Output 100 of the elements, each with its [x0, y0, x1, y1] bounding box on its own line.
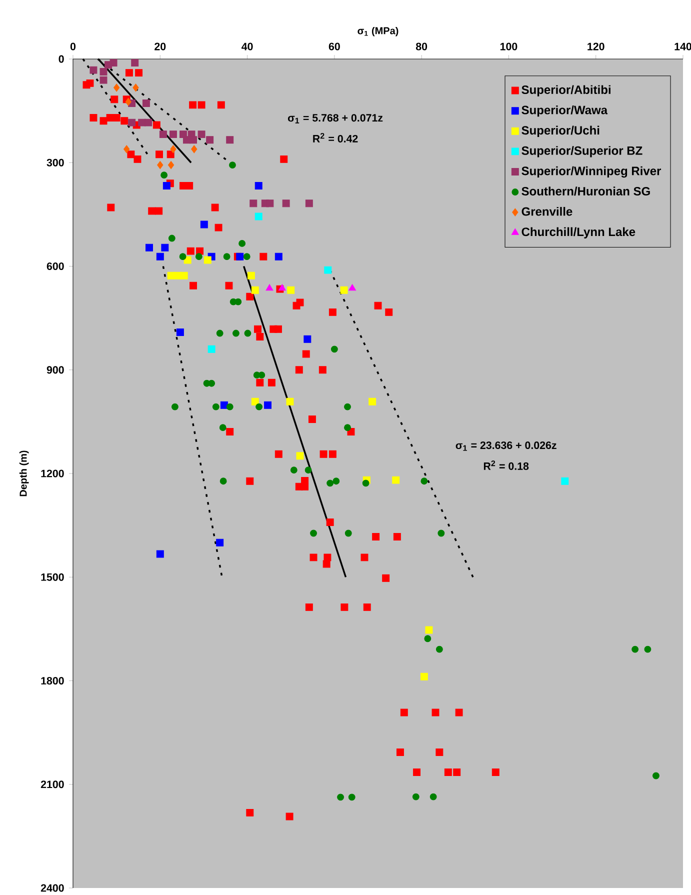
point — [392, 476, 400, 484]
point — [274, 252, 282, 260]
point — [296, 452, 304, 460]
point — [254, 212, 262, 220]
x-tick-label: 140 — [674, 42, 691, 50]
x-tick-label: 60 — [328, 42, 340, 50]
point — [132, 84, 139, 92]
annotation: σ$_{1}$ = 5.768 + 0.071z — [288, 114, 383, 124]
point — [100, 68, 108, 76]
y-tick-label: 1200 — [41, 470, 64, 478]
y-tick-label: 0 — [58, 55, 64, 63]
point — [226, 136, 234, 144]
point — [216, 330, 224, 337]
point — [170, 145, 176, 154]
legend-label: Superior/Superior BZ — [522, 146, 642, 158]
x-tick-label: 20 — [154, 42, 166, 50]
point — [157, 161, 164, 170]
point — [104, 61, 112, 69]
point — [131, 59, 139, 67]
point — [190, 136, 197, 144]
point — [179, 253, 186, 260]
point — [340, 286, 348, 294]
point — [344, 403, 351, 410]
legend-label: Grenville — [522, 206, 572, 216]
point — [436, 646, 443, 653]
point — [220, 478, 227, 485]
point — [305, 200, 313, 208]
point — [167, 272, 175, 280]
legend-label: Superior/Winnipeg River — [522, 166, 662, 178]
point — [180, 272, 188, 280]
point — [156, 550, 164, 558]
point — [304, 335, 312, 343]
point — [286, 398, 294, 406]
point — [159, 130, 167, 138]
point — [287, 286, 295, 294]
legend-label: Superior/Uchi — [522, 126, 600, 137]
point — [412, 793, 420, 800]
point — [229, 162, 236, 169]
point — [368, 398, 376, 406]
point — [198, 130, 206, 138]
point — [304, 466, 312, 474]
point — [100, 76, 108, 84]
point — [256, 403, 263, 410]
point — [191, 145, 198, 154]
point — [282, 200, 290, 208]
point — [424, 635, 432, 642]
point — [204, 256, 212, 264]
x-axis-title: σ$_{1}$ (MPa) — [358, 26, 398, 36]
point — [264, 401, 272, 409]
point — [195, 253, 202, 260]
x-tick-label: 80 — [416, 42, 428, 50]
point — [206, 136, 214, 144]
point — [169, 130, 177, 138]
y-tick-label: 900 — [46, 366, 64, 374]
point — [425, 626, 433, 634]
point — [212, 403, 220, 410]
point — [219, 424, 226, 432]
legend-label: Churchill/Lynn Lake — [522, 227, 636, 238]
y-tick-label: 2100 — [40, 780, 64, 788]
point — [251, 286, 259, 294]
point — [171, 403, 178, 410]
point — [113, 84, 120, 92]
point — [332, 478, 340, 485]
point — [232, 330, 240, 337]
x-tick-label: 120 — [588, 42, 604, 50]
point — [254, 182, 262, 190]
point — [176, 328, 184, 336]
point — [243, 253, 250, 260]
point — [208, 345, 216, 353]
point — [236, 252, 244, 260]
point — [220, 401, 228, 409]
point — [344, 530, 352, 537]
point — [310, 530, 317, 537]
point — [362, 480, 370, 487]
point — [266, 200, 274, 208]
point — [251, 398, 259, 406]
x-tick-label: 100 — [500, 42, 518, 50]
point — [324, 266, 332, 274]
point — [90, 66, 98, 74]
point — [226, 403, 234, 410]
point — [430, 793, 437, 800]
point — [168, 234, 176, 242]
point — [144, 118, 152, 126]
annotation: σ$_{1}$ = 23.636 + 0.026z — [456, 442, 556, 451]
point — [290, 466, 298, 474]
point — [216, 538, 224, 546]
point — [160, 172, 168, 179]
point — [223, 253, 230, 260]
y-tick-label: 300 — [46, 158, 64, 166]
legend-label: Superior/Wawa — [522, 105, 608, 117]
point — [142, 99, 150, 107]
point — [561, 477, 569, 485]
y-tick-label: 1500 — [41, 573, 64, 581]
annotation: R$^{2}$ = 0.42 — [313, 133, 358, 142]
point — [168, 161, 174, 170]
point — [124, 145, 130, 154]
point — [420, 478, 428, 485]
x-tick-label: 40 — [242, 42, 253, 50]
y-tick-label: 1800 — [41, 676, 64, 685]
point — [162, 182, 170, 190]
